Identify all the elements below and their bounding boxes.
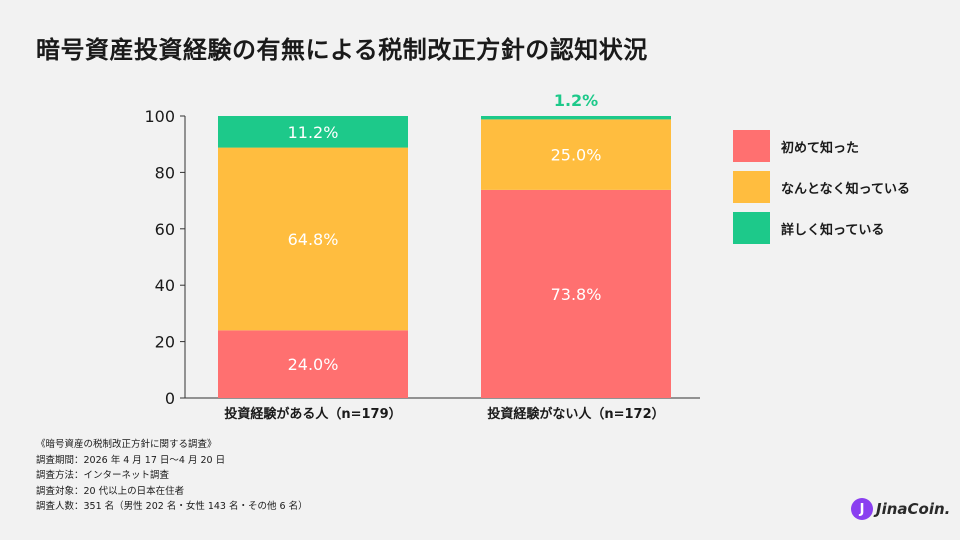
survey-notes: 《暗号資産の税制改正方針に関する調査》 調査期間：2026 年 4 月 17 日… [36,437,308,515]
data-label: 1.2% [554,91,598,110]
bar-segment [218,116,408,148]
chart-legend: 初めて知った なんとなく知っている 詳しく知っている [733,130,910,253]
brand-logo: J JinaCoin. [851,498,950,520]
survey-note-period: 調査期間：2026 年 4 月 17 日〜4 月 20 日 [36,454,226,466]
data-label: 64.8% [288,230,339,249]
legend-swatch-know-well [733,212,770,244]
y-tick-label: 20 [155,333,175,352]
legend-item-first-time: 初めて知った [733,130,910,162]
survey-note-count: 調査人数：351 名（男性 202 名・女性 143 名・その他 6 名） [36,501,308,512]
bar-segment [481,189,671,398]
y-tick-label: 60 [155,220,175,239]
bar-segment [481,116,671,120]
x-category-label: 投資経験がない人（n=172） [487,406,664,422]
legend-item-somewhat-know: なんとなく知っている [733,171,910,203]
legend-swatch-somewhat-know [733,171,770,203]
y-tick-label: 80 [155,163,175,182]
data-label: 25.0% [551,146,602,165]
legend-swatch-first-time [733,130,770,162]
bar-segment [481,119,671,190]
logo-mark-icon: J [851,498,873,520]
data-label: 24.0% [288,355,339,374]
x-category-label: 投資経験がある人（n=179） [224,406,401,422]
bar-segment [218,330,408,398]
survey-note-title: 《暗号資産の税制改正方針に関する調査》 [36,439,217,450]
survey-note-target: 調査対象：20 代以上の日本在住者 [36,485,185,497]
y-tick-label: 0 [165,389,175,408]
data-label: 73.8% [551,285,602,304]
legend-label-know-well: 詳しく知っている [781,222,885,238]
legend-label-somewhat-know: なんとなく知っている [781,181,910,197]
data-label: 11.2% [288,123,339,142]
survey-note-method: 調査方法：インターネット調査 [36,470,170,481]
legend-label-first-time: 初めて知った [781,140,860,156]
y-tick-label: 40 [155,276,175,295]
logo-text: JinaCoin. [876,500,951,518]
y-tick-label: 100 [144,107,175,126]
legend-item-know-well: 詳しく知っている [733,212,910,244]
chart-title: 暗号資産投資経験の有無による税制改正方針の認知状況 [36,36,648,64]
bar-segment [218,147,408,331]
